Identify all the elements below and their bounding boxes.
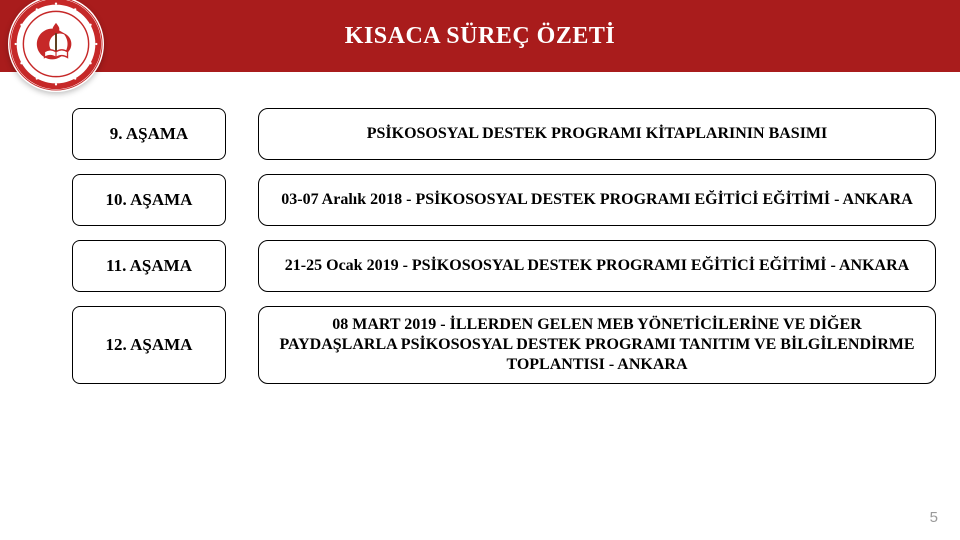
stage-row: 10. AŞAMA 03-07 Aralık 2018 - PSİKOSOSYA…: [72, 174, 936, 226]
page-title: KISACA SÜREÇ ÖZETİ: [345, 23, 615, 50]
ministry-logo-svg: [8, 0, 104, 92]
stage-description-box: 03-07 Aralık 2018 - PSİKOSOSYAL DESTEK P…: [258, 174, 936, 226]
stage-row: 12. AŞAMA 08 MART 2019 - İLLERDEN GELEN …: [72, 306, 936, 384]
slide: KISACA SÜREÇ ÖZETİ: [0, 0, 960, 540]
stage-row: 11. AŞAMA 21-25 Ocak 2019 - PSİKOSOSYAL …: [72, 240, 936, 292]
stage-label-box: 9. AŞAMA: [72, 108, 226, 160]
ministry-logo: [8, 0, 104, 92]
header-bar: KISACA SÜREÇ ÖZETİ: [0, 0, 960, 72]
stage-label-box: 11. AŞAMA: [72, 240, 226, 292]
stage-description-box: 08 MART 2019 - İLLERDEN GELEN MEB YÖNETİ…: [258, 306, 936, 384]
stage-label-box: 10. AŞAMA: [72, 174, 226, 226]
stage-row: 9. AŞAMA PSİKOSOSYAL DESTEK PROGRAMI KİT…: [72, 108, 936, 160]
page-number: 5: [930, 509, 938, 526]
stage-label-box: 12. AŞAMA: [72, 306, 226, 384]
stage-list: 9. AŞAMA PSİKOSOSYAL DESTEK PROGRAMI KİT…: [0, 108, 960, 398]
stage-description-box: 21-25 Ocak 2019 - PSİKOSOSYAL DESTEK PRO…: [258, 240, 936, 292]
stage-description-box: PSİKOSOSYAL DESTEK PROGRAMI KİTAPLARININ…: [258, 108, 936, 160]
